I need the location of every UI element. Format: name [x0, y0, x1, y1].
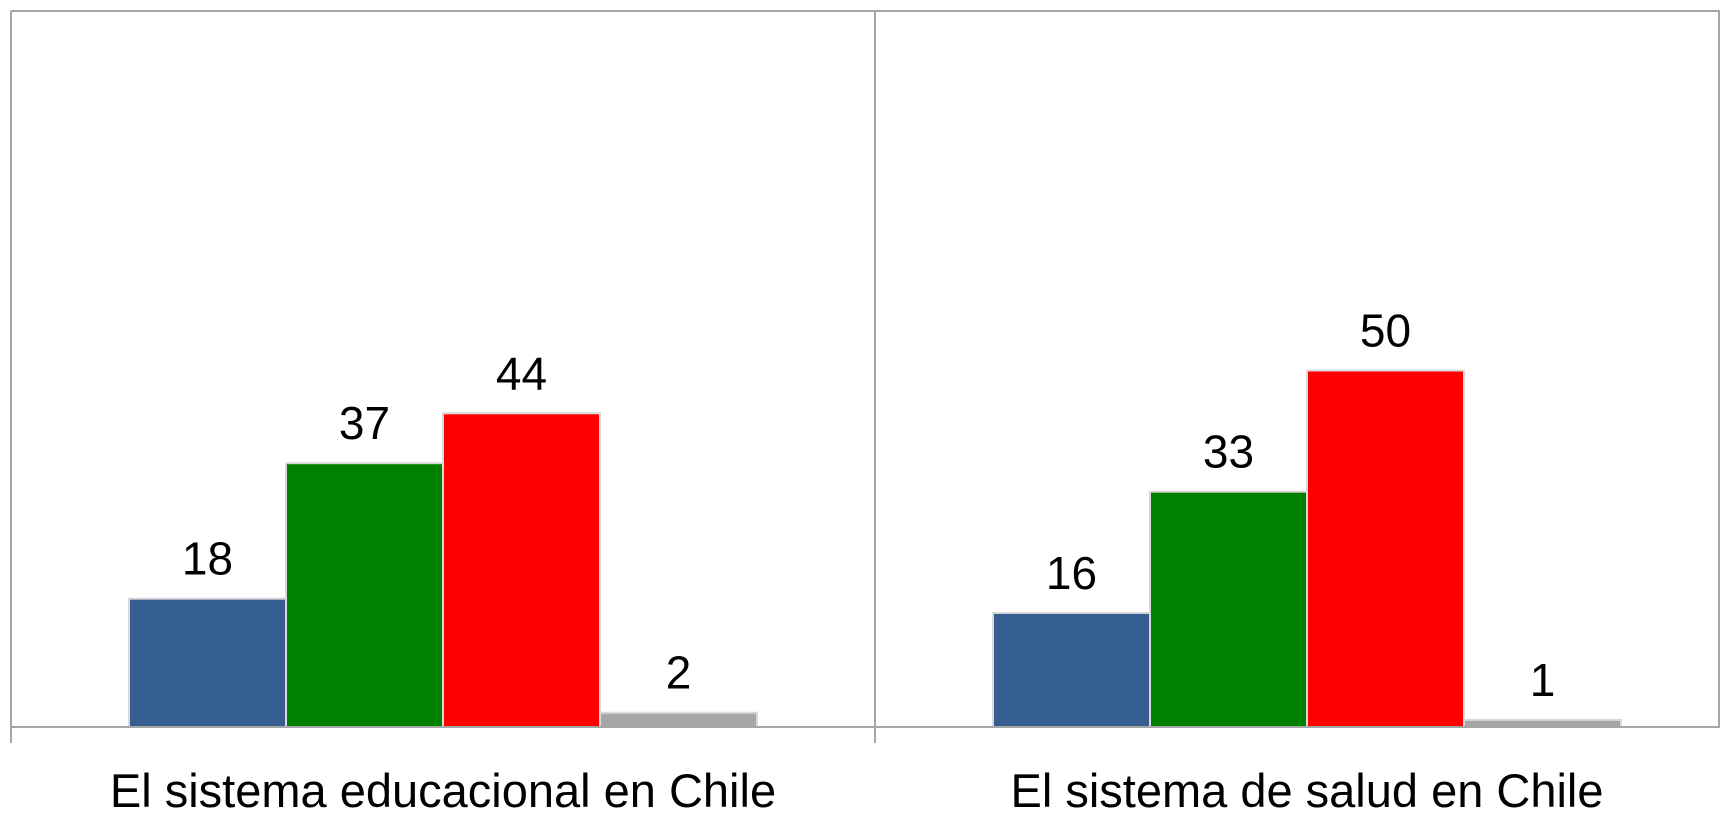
bar-series-3-cat-1 [442, 412, 601, 728]
data-label: 1 [1530, 654, 1556, 706]
data-label: 2 [666, 647, 692, 699]
bar-series-1-cat-2 [992, 611, 1151, 728]
data-labels-layer: 18 37 44 2 16 33 50 1 [182, 305, 1555, 706]
category-labels-layer: El sistema educacional en Chile El sistem… [110, 764, 1604, 813]
bar-series-1-cat-1 [128, 597, 287, 728]
data-label: 44 [496, 347, 547, 399]
bar-series-4-cat-1 [599, 711, 758, 728]
x-axis [10, 726, 1720, 743]
bar-series-2-cat-2 [1149, 490, 1308, 728]
data-label: 16 [1046, 547, 1097, 599]
plot-frame [10, 10, 1720, 743]
data-label: 33 [1203, 426, 1254, 478]
category-label-2: El sistema de salud en Chile [1010, 764, 1603, 813]
bar-series-4-cat-2 [1463, 718, 1622, 728]
data-label: 50 [1360, 305, 1411, 357]
data-label: 18 [182, 533, 233, 585]
category-label-1: El sistema educacional en Chile [110, 764, 776, 813]
bar-series-3-cat-2 [1306, 369, 1465, 728]
bar-series-2-cat-1 [285, 462, 444, 728]
bars-layer [128, 369, 1622, 728]
data-label: 37 [339, 397, 390, 449]
